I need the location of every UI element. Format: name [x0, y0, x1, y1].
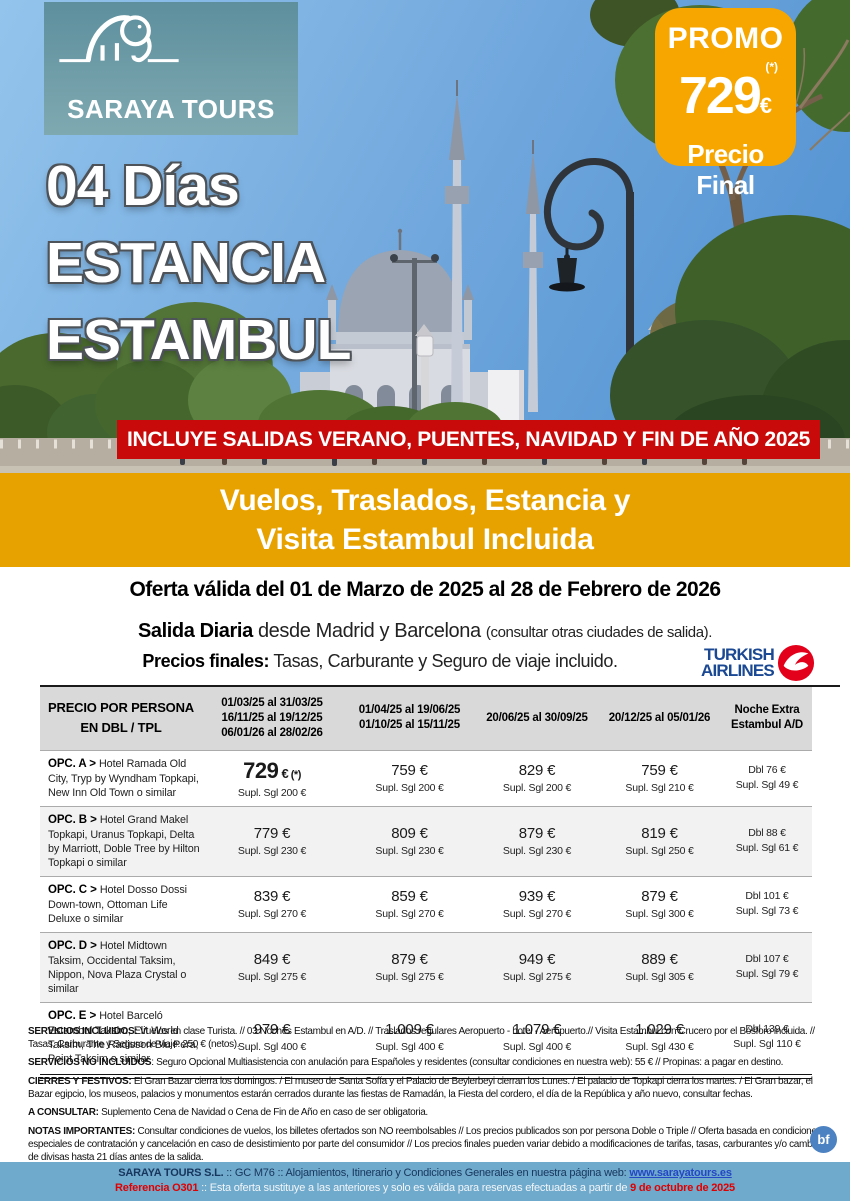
- price-cell: 839 € Supl. Sgl 270 €: [237, 888, 307, 921]
- conditions-notes: SERVICIOS INCLUIDOS: Vuelos en clase Tur…: [28, 1026, 828, 1170]
- price-cell: 779 € Supl. Sgl 230 €: [237, 825, 307, 858]
- price-cell: 889 € Supl. Sgl 305 €: [625, 951, 694, 984]
- price-table: PRECIO POR PERSONA EN DBL / TPL 01/03/25 a…: [40, 687, 812, 1079]
- hotel-cell: OPC. C > Hotel Dosso Dossi Down-town, Ot…: [48, 883, 187, 925]
- includes-ribbon: INCLUYE SALIDAS VERANO, PUENTES, NAVIDAD…: [117, 420, 820, 459]
- price-cell: 1.029 € Supl. Sgl 430 €: [625, 1021, 694, 1054]
- included-services-banner: Vuelos, Traslados, Estancia y Visita Est…: [0, 473, 850, 567]
- table-bottom-double-rule: [40, 1073, 812, 1079]
- promo-label: PROMO: [667, 22, 784, 55]
- price-cell: 729 € (*) Supl. Sgl 200 €: [237, 757, 307, 799]
- price-cell: 1.009 € Supl. Sgl 400 €: [375, 1021, 444, 1054]
- final-prices-line: Precios finales: Tasas, Carburante y Seg…: [142, 651, 618, 671]
- promo-asterisk: (*): [765, 60, 778, 74]
- table-body: OPC. A > Hotel Ramada Old City, Tryp by …: [40, 749, 812, 1072]
- title-line-1: 04 Días: [46, 154, 240, 218]
- extra-night-cell: Dbl 76 € Supl. Sgl 49 €: [735, 763, 799, 792]
- price-cell: 979 € Supl. Sgl 400 €: [237, 1021, 307, 1054]
- table-header-row: PRECIO POR PERSONA EN DBL / TPL 01/03/25 a…: [40, 687, 812, 750]
- promo-final-label: Precio Final: [687, 139, 764, 200]
- title-line-3: ESTAMBUL: [46, 308, 351, 372]
- header-cell: 01/04/25 al 19/06/25 01/10/25 al 15/11/25: [358, 704, 461, 732]
- header-cell: 01/03/25 al 31/03/25 16/11/25 al 19/12/25…: [221, 697, 323, 739]
- website-link[interactable]: www.sarayatours.es: [629, 1167, 732, 1179]
- turkish-airlines-wordmark: TURKISH AIRLINES: [701, 645, 775, 680]
- price-cell: 949 € Supl. Sgl 275 €: [502, 951, 572, 984]
- hero-photo: SARAYA TOURS 04 Días ESTANCIA ESTAMBUL P…: [0, 0, 850, 473]
- price-cell: 1.079 € Supl. Sgl 400 €: [502, 1021, 572, 1054]
- saraya-tours-logo: SARAYA TOURS: [44, 2, 298, 135]
- banner-line-1: Vuelos, Traslados, Estancia y: [219, 484, 631, 517]
- turkish-airlines-bird-icon: [777, 644, 815, 682]
- price-cell: 879 € Supl. Sgl 275 €: [375, 951, 444, 984]
- promo-badge: PROMO (*) 729€ Precio Final: [655, 8, 796, 200]
- offer-validity: Oferta válida del 01 de Marzo de 2025 al…: [129, 578, 721, 601]
- footer-line-1: SARAYA TOURS S.L. :: GC M76 :: Alojamien…: [118, 1167, 732, 1179]
- extra-night-cell: Dbl 139 € Supl. Sgl 110 €: [733, 1022, 801, 1051]
- extra-night-cell: Dbl 101 € Supl. Sgl 73 €: [735, 889, 799, 918]
- street-light: [390, 254, 439, 430]
- offer-start-date: 9 de octubre de 2025: [630, 1182, 735, 1194]
- table-top-rule: [40, 685, 840, 687]
- hotel-cell: OPC. D > Hotel Midtown Taksim, Occidenta…: [48, 939, 187, 995]
- reference-code: Referencia O301: [115, 1182, 199, 1194]
- note-paragraph: CIERRES Y FESTIVOS: El Gran Bazar cierra…: [28, 1076, 813, 1100]
- hotel-cell: OPC. E > Hotel Barceló Estambul Taksim, …: [48, 1009, 199, 1065]
- footer-line-2: Referencia O301 :: Esta oferta sustituye…: [115, 1182, 735, 1194]
- note-paragraph: NOTAS IMPORTANTES: Consultar condiciones…: [28, 1126, 824, 1163]
- table-row: OPC. E > Hotel Barceló Estambul Taksim, …: [40, 1001, 812, 1072]
- curled-lamp-post: [543, 158, 638, 458]
- note-paragraph: SERVICIOS INCLUIDOS: Vuelos en clase Tur…: [28, 1026, 815, 1050]
- price-cell: 829 € Supl. Sgl 200 €: [502, 762, 572, 795]
- price-cell: 879 € Supl. Sgl 230 €: [502, 825, 572, 858]
- minaret-right: [523, 140, 543, 412]
- note-paragraph: SERVICIOS NO INCLUIDOS: Seguro Opcional …: [28, 1057, 784, 1069]
- departure-line: Salida Diaria desde Madrid y Barcelona (…: [137, 620, 713, 642]
- promo-price: 729€: [678, 67, 772, 125]
- turkish-airlines-logo: TURKISH AIRLINES: [701, 644, 815, 682]
- bf-logo-badge: bf: [810, 1126, 837, 1153]
- price-cell: 759 € Supl. Sgl 200 €: [375, 762, 444, 795]
- hotel-cell: OPC. B > Hotel Grand Makel Topkapi, Uran…: [48, 813, 200, 869]
- price-cell: 809 € Supl. Sgl 230 €: [375, 825, 444, 858]
- hotel-cell: OPC. A > Hotel Ramada Old City, Tryp by …: [48, 757, 199, 799]
- price-cell: 879 € Supl. Sgl 300 €: [625, 888, 694, 921]
- price-cell: 759 € Supl. Sgl 210 €: [625, 762, 694, 795]
- extra-night-cell: Dbl 107 € Supl. Sgl 79 €: [735, 952, 799, 981]
- price-cell: 819 € Supl. Sgl 250 €: [625, 825, 694, 858]
- ornate-lantern: [415, 324, 434, 410]
- minaret-left: [445, 80, 469, 424]
- price-cell: 859 € Supl. Sgl 270 €: [375, 888, 444, 921]
- elephant-logo-icon: [59, 15, 179, 63]
- table-row: OPC. B > Hotel Grand Makel Topkapi, Uran…: [40, 805, 812, 876]
- note-paragraph: A CONSULTAR: Suplemento Cena de Navidad …: [28, 1107, 428, 1119]
- table-row: OPC. D > Hotel Midtown Taksim, Occidenta…: [40, 931, 812, 1002]
- title-line-2: ESTANCIA: [46, 231, 326, 295]
- footer-bar: SARAYA TOURS S.L. :: GC M76 :: Alojamien…: [0, 1162, 850, 1201]
- header-cell: Noche Extra Estambul A/D: [731, 704, 803, 732]
- header-cell: 20/06/25 al 30/09/25: [486, 711, 588, 724]
- price-cell: 849 € Supl. Sgl 275 €: [237, 951, 307, 984]
- hero-title: 04 Días ESTANCIA ESTAMBUL: [46, 148, 351, 379]
- extra-night-cell: Dbl 88 € Supl. Sgl 61 €: [735, 826, 799, 855]
- table-row: OPC. A > Hotel Ramada Old City, Tryp by …: [40, 749, 812, 806]
- header-cell: PRECIO POR PERSONA EN DBL / TPL: [48, 699, 194, 736]
- banner-line-2: Visita Estambul Incluida: [256, 523, 594, 556]
- logo-text: SARAYA TOURS: [67, 94, 275, 124]
- table-row: OPC. C > Hotel Dosso Dossi Down-town, Ot…: [40, 875, 812, 932]
- price-cell: 939 € Supl. Sgl 270 €: [502, 888, 572, 921]
- header-cell: 20/12/25 al 05/01/26: [608, 711, 711, 724]
